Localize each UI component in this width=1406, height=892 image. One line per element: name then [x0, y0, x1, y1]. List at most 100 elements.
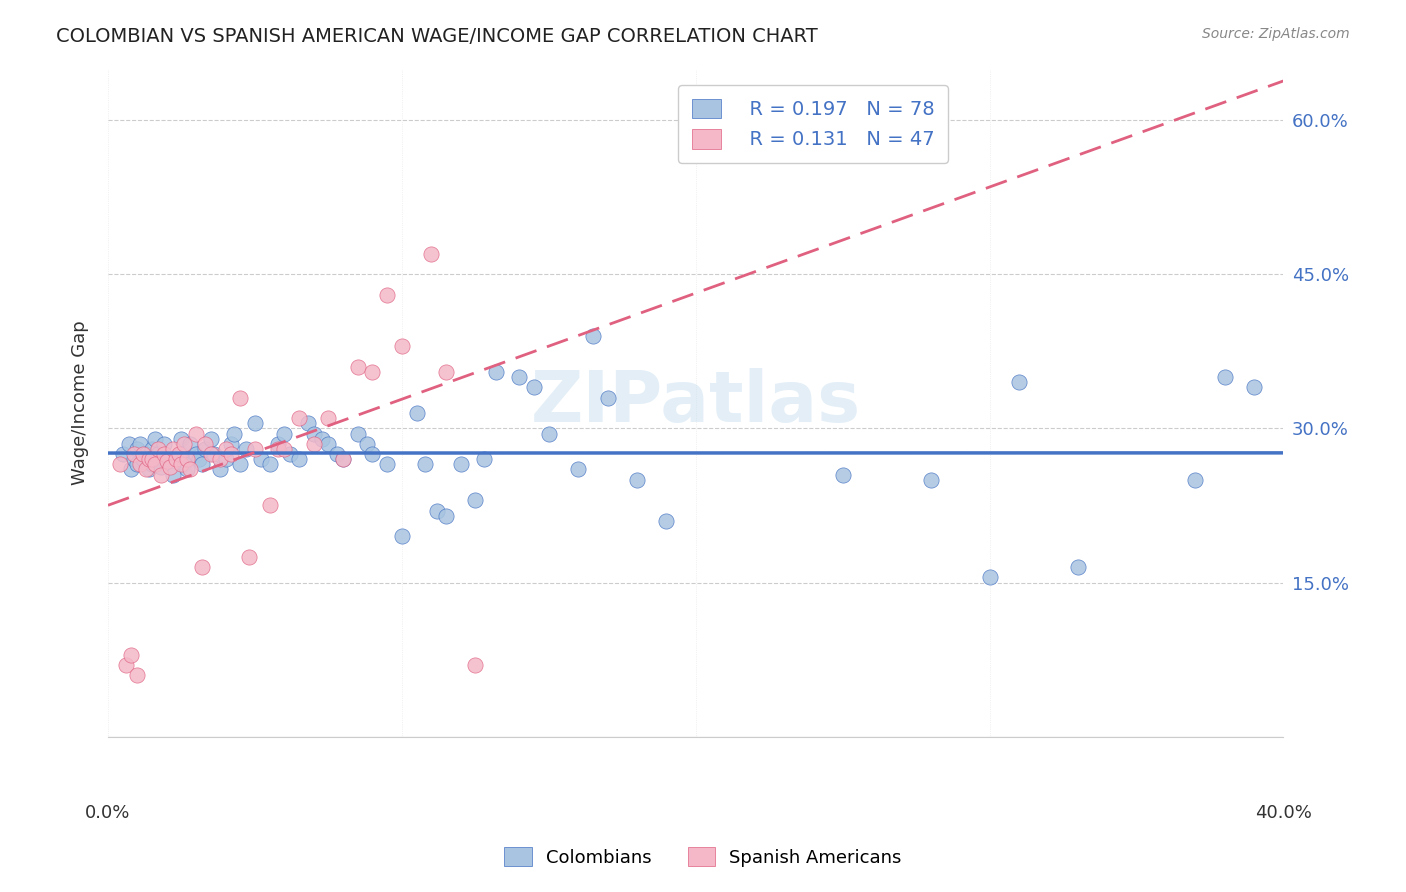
Point [176, 452, 198, 467]
Point [288, 411, 311, 425]
Point [582, 328, 605, 343]
Point [141, 458, 163, 472]
Point [146, 442, 169, 456]
Point [229, 391, 252, 405]
Point [200, 447, 222, 461]
Point [124, 452, 146, 467]
Point [194, 442, 217, 456]
Legend:   R = 0.197   N = 78,   R = 0.131   N = 47: R = 0.197 N = 78, R = 0.131 N = 47 [679, 85, 948, 163]
Legend: Colombians, Spanish Americans: Colombians, Spanish Americans [498, 840, 908, 874]
Point [194, 437, 217, 451]
Point [214, 442, 236, 456]
Point [259, 458, 281, 472]
Point [1243, 380, 1265, 394]
Point [243, 416, 266, 430]
Point [375, 287, 398, 301]
Point [297, 416, 319, 430]
Point [273, 426, 295, 441]
Point [117, 437, 139, 451]
Point [162, 467, 184, 482]
Point [537, 426, 560, 441]
Point [464, 657, 486, 672]
Point [129, 458, 152, 472]
Point [156, 452, 179, 467]
Point [626, 473, 648, 487]
Point [508, 370, 530, 384]
Point [567, 462, 589, 476]
Point [167, 447, 190, 461]
Point [141, 442, 163, 456]
Point [156, 454, 179, 468]
Point [434, 508, 457, 523]
Point [173, 458, 195, 472]
Point [831, 467, 853, 482]
Point [302, 437, 325, 451]
Point [149, 460, 172, 475]
Text: COLOMBIAN VS SPANISH AMERICAN WAGE/INCOME GAP CORRELATION CHART: COLOMBIAN VS SPANISH AMERICAN WAGE/INCOM… [56, 27, 818, 45]
Point [208, 462, 231, 476]
Point [179, 437, 201, 451]
Point [179, 462, 201, 476]
Point [186, 426, 208, 441]
Point [979, 570, 1001, 584]
Point [121, 462, 143, 476]
Point [249, 452, 271, 467]
Point [485, 365, 508, 379]
Point [288, 452, 311, 467]
Point [375, 458, 398, 472]
Text: ZIPatlas: ZIPatlas [530, 368, 860, 437]
Point [143, 458, 166, 472]
Point [127, 668, 149, 682]
Point [108, 458, 131, 472]
Point [221, 447, 243, 461]
Point [141, 452, 163, 467]
Point [191, 458, 214, 472]
Point [332, 452, 354, 467]
Point [149, 454, 172, 468]
Point [153, 447, 176, 461]
Point [214, 452, 236, 467]
Point [200, 432, 222, 446]
Point [361, 447, 384, 461]
Point [138, 462, 160, 476]
Point [278, 447, 301, 461]
Point [1066, 560, 1088, 574]
Point [188, 452, 211, 467]
Point [361, 365, 384, 379]
Point [170, 458, 193, 472]
Point [920, 473, 942, 487]
Point [111, 447, 134, 461]
Point [229, 458, 252, 472]
Point [170, 432, 193, 446]
Point [153, 437, 176, 451]
Point [311, 432, 333, 446]
Point [135, 447, 157, 461]
Point [132, 452, 155, 467]
Point [1008, 375, 1031, 389]
Point [235, 442, 257, 456]
Point [346, 426, 368, 441]
Point [434, 365, 457, 379]
Point [523, 380, 546, 394]
Point [267, 442, 290, 456]
Point [162, 442, 184, 456]
Point [127, 442, 149, 456]
Point [124, 447, 146, 461]
Text: 0.0%: 0.0% [86, 804, 131, 822]
Point [170, 447, 193, 461]
Point [318, 437, 340, 451]
Point [208, 452, 231, 467]
Point [176, 462, 198, 476]
Point [143, 432, 166, 446]
Point [420, 246, 443, 260]
Text: 40.0%: 40.0% [1256, 804, 1312, 822]
Point [356, 437, 378, 451]
Point [472, 452, 495, 467]
Point [332, 452, 354, 467]
Point [596, 391, 619, 405]
Point [173, 437, 195, 451]
Y-axis label: Wage/Income Gap: Wage/Income Gap [72, 320, 89, 485]
Point [655, 514, 678, 528]
Point [302, 426, 325, 441]
Point [224, 426, 246, 441]
